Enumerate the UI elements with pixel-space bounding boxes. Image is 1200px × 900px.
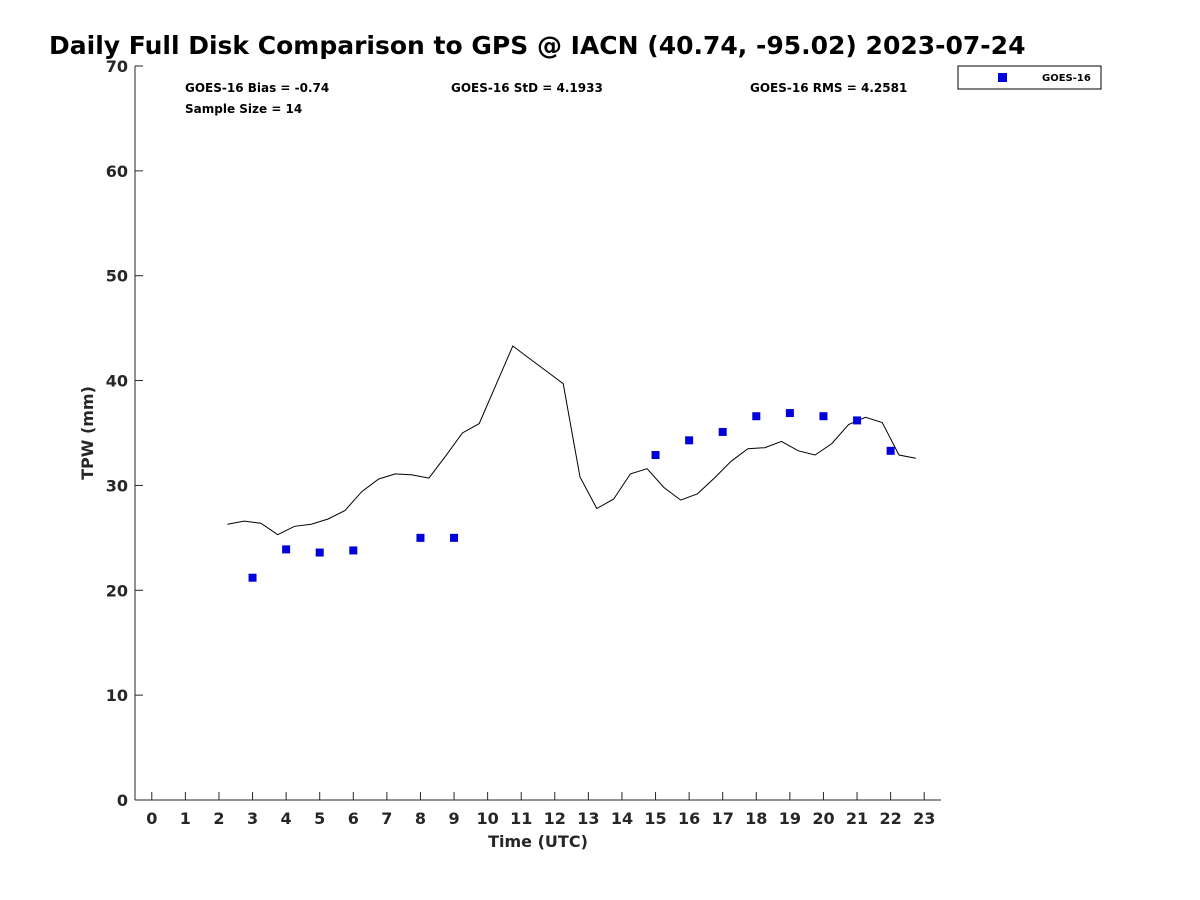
y-axis-ticks: 0 10 20 30 40 50 60 70 — [106, 57, 143, 810]
x-tick-label: 11 — [510, 809, 532, 828]
x-tick-label: 16 — [678, 809, 700, 828]
x-tick-label: 18 — [745, 809, 767, 828]
goes16-data-point — [651, 451, 660, 460]
x-tick-label: 14 — [611, 809, 633, 828]
legend-marker — [998, 73, 1007, 82]
goes16-data-point — [886, 446, 895, 455]
chart-title: Daily Full Disk Comparison to GPS @ IACN… — [49, 31, 1025, 60]
x-tick-label: 6 — [348, 809, 359, 828]
goes16-data-point — [685, 436, 694, 445]
y-tick-label: 10 — [106, 686, 128, 705]
legend-label: GOES-16 — [1042, 73, 1091, 84]
axes — [134, 66, 941, 801]
line-series-group — [227, 345, 916, 536]
goes16-data-point — [349, 546, 358, 555]
goes16-data-point — [785, 409, 794, 418]
goes16-data-point — [819, 412, 828, 421]
legend-box — [957, 65, 1102, 90]
x-tick-label: 10 — [476, 809, 498, 828]
y-tick-label: 60 — [106, 162, 128, 181]
x-tick-label: 1 — [180, 809, 191, 828]
x-tick-label: 5 — [314, 809, 325, 828]
goes16-data-point — [416, 533, 425, 542]
stat-std: GOES-16 StD = 4.1933 — [451, 81, 603, 95]
x-tick-label: 0 — [146, 809, 157, 828]
goes16-data-point — [853, 416, 862, 425]
x-tick-label: 21 — [846, 809, 868, 828]
x-tick-label: 20 — [812, 809, 834, 828]
goes16-data-point — [752, 412, 761, 421]
x-tick-label: 3 — [247, 809, 258, 828]
goes16-data-point — [450, 533, 459, 542]
gps-tpw-line — [227, 345, 916, 536]
x-axis-label: Time (UTC) — [488, 832, 588, 851]
stat-rms: GOES-16 RMS = 4.2581 — [750, 81, 907, 95]
goes16-data-point — [718, 427, 727, 436]
x-tick-label: 7 — [381, 809, 392, 828]
y-tick-label: 40 — [106, 372, 128, 391]
x-tick-label: 17 — [712, 809, 734, 828]
x-tick-label: 4 — [281, 809, 292, 828]
goes16-data-point — [315, 548, 324, 557]
x-tick-label: 22 — [879, 809, 901, 828]
goes16-data-point — [248, 573, 257, 582]
legend: GOES-16 — [957, 65, 1102, 90]
x-tick-label: 13 — [577, 809, 599, 828]
x-axis-ticks: 0 1 2 3 4 5 6 7 8 9 10 11 12 13 14 15 16 17 18 19 20 21 22 23 — [146, 792, 935, 828]
stat-bias: GOES-16 Bias = -0.74 — [185, 81, 329, 95]
y-tick-label: 0 — [117, 791, 128, 810]
y-tick-label: 30 — [106, 476, 128, 495]
x-tick-label: 12 — [544, 809, 566, 828]
x-tick-label: 19 — [779, 809, 801, 828]
x-tick-label: 23 — [913, 809, 935, 828]
x-tick-label: 9 — [448, 809, 459, 828]
x-tick-label: 2 — [213, 809, 224, 828]
y-axis-label: TPW (mm) — [78, 386, 97, 480]
x-tick-label: 8 — [415, 809, 426, 828]
y-tick-label: 50 — [106, 267, 128, 286]
y-tick-label: 20 — [106, 581, 128, 600]
goes16-data-point — [282, 545, 291, 554]
y-tick-label: 70 — [106, 57, 128, 76]
x-tick-label: 15 — [644, 809, 666, 828]
stat-sample-size: Sample Size = 14 — [185, 102, 302, 116]
scatter-series-group — [248, 409, 895, 582]
